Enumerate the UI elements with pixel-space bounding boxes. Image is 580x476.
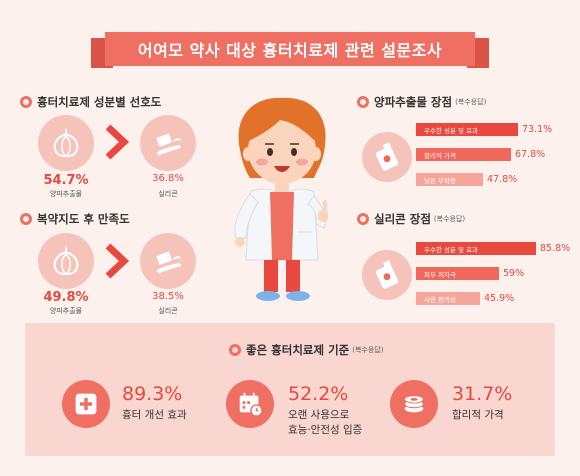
coins-icon xyxy=(390,380,438,428)
satisfaction-heading-text: 복약지도 후 만족도 xyxy=(37,212,130,226)
silicone-circle xyxy=(140,233,196,289)
silicone-merits-bar: 피부 저자극 xyxy=(416,267,499,280)
standard-2-label-line2: 효능·안전성 입증 xyxy=(288,424,363,436)
onion-merits-bar-row: 낮은 부작용 47.8% xyxy=(416,173,517,186)
silicone-merits-note: (복수응답) xyxy=(433,215,466,223)
onion-circle xyxy=(38,233,94,289)
silicone-product-circle xyxy=(362,250,412,300)
onion-merits-bar-row: 우수한 성분 및 효과 73.1% xyxy=(416,123,552,136)
bar-value: 85.8% xyxy=(540,243,571,254)
standard-1-label: 흉터 개선 효과 xyxy=(122,409,187,421)
silicone-circle xyxy=(140,115,196,171)
bar-value: 59% xyxy=(503,268,525,279)
standards-heading: 좋은 흉터치료제 기준 (복수응답) xyxy=(229,342,383,358)
bar-label: 피부 저자극 xyxy=(424,270,456,279)
satisfaction-onion-caption: 양파추출물 xyxy=(49,307,83,315)
standard-2-label-line1: 오랜 사용으로 xyxy=(288,409,350,421)
satisfaction-silicone-value: 38.5% xyxy=(152,291,184,302)
bar-value: 45.9% xyxy=(484,293,515,304)
satisfaction-onion-value: 49.8% xyxy=(43,290,89,305)
banner-background xyxy=(105,32,475,66)
silicone-merits-bar: 사용 편의성 xyxy=(416,292,480,305)
silicone-merits-bar-row: 사용 편의성 45.9% xyxy=(416,292,514,305)
standard-3-percent: 31.7% xyxy=(452,383,513,405)
bar-label: 사용 편의성 xyxy=(424,295,456,304)
chevron-right-icon xyxy=(105,243,130,279)
standard-3-label: 합리적 가격 xyxy=(452,409,504,421)
satisfaction-heading: 복약지도 후 만족도 xyxy=(20,211,130,227)
bar-value: 67.8% xyxy=(515,149,546,160)
satisfaction-silicone-caption: 실리콘 xyxy=(158,307,178,315)
silicone-merits-bar-row: 우수한 성분 및 효과 85.8% xyxy=(416,242,570,255)
standards-heading-text: 좋은 흉터치료제 기준 xyxy=(246,343,350,357)
bar-label: 우수한 성분 및 효과 xyxy=(424,245,479,254)
ring-bullet-icon xyxy=(229,344,241,356)
onion-icon xyxy=(53,127,79,158)
onion-product-circle xyxy=(362,132,412,182)
onion-merits-heading-text: 양파추출물 장점 xyxy=(374,95,453,109)
silicone-merits-bar: 우수한 성분 및 효과 xyxy=(416,242,536,255)
ring-bullet-icon xyxy=(20,96,32,108)
preference-onion-caption: 양파추출물 xyxy=(49,190,83,198)
preference-heading-text: 흉터치료제 성분별 선호도 xyxy=(37,95,162,109)
bar-value: 73.1% xyxy=(522,124,553,135)
standards-note: (복수응답) xyxy=(352,346,384,354)
bar-label: 낮은 부작용 xyxy=(424,176,456,185)
preference-silicone-caption: 실리콘 xyxy=(158,190,178,198)
ointment-tube-icon xyxy=(375,260,399,289)
bar-value: 47.8% xyxy=(487,174,518,185)
silicone-gel-icon xyxy=(156,133,182,156)
silicone-merits-heading-text: 실리콘 장점 xyxy=(374,212,431,226)
onion-merits-bar: 합리적 가격 xyxy=(416,148,511,161)
onion-merits-bar: 우수한 성분 및 효과 xyxy=(416,123,518,136)
chevron-right-icon xyxy=(105,124,130,160)
medical-cross-icon xyxy=(62,380,110,428)
bar-label: 우수한 성분 및 효과 xyxy=(424,126,479,135)
onion-merits-bar: 낮은 부작용 xyxy=(416,173,483,186)
bar-label: 합리적 가격 xyxy=(424,151,456,160)
ring-bullet-icon xyxy=(357,213,369,225)
page-title: 어여모 약사 대상 흉터치료제 관련 설문조사 xyxy=(137,41,443,60)
ointment-tube-icon xyxy=(375,142,399,171)
ring-bullet-icon xyxy=(357,96,369,108)
silicone-merits-bar-row: 피부 저자극 59% xyxy=(416,267,524,280)
title-banner: 어여모 약사 대상 흉터치료제 관련 설문조사 xyxy=(91,32,489,68)
onion-icon xyxy=(53,245,79,276)
preference-onion-value: 54.7% xyxy=(43,173,89,188)
standards-panel xyxy=(25,323,555,456)
preference-silicone-value: 36.8% xyxy=(152,173,184,184)
pharmacist-illustration xyxy=(234,97,328,301)
ring-bullet-icon xyxy=(20,213,32,225)
onion-circle xyxy=(38,115,94,171)
silicone-gel-icon xyxy=(156,251,182,274)
silicone-merits-heading: 실리콘 장점 (복수응답) xyxy=(357,211,465,227)
calendar-clock-icon xyxy=(226,380,274,428)
onion-merits-bar-row: 합리적 가격 67.8% xyxy=(416,148,545,161)
onion-merits-heading: 양파추출물 장점 (복수응답) xyxy=(357,94,486,110)
preference-heading: 흉터치료제 성분별 선호도 xyxy=(20,94,161,110)
onion-merits-note: (복수응답) xyxy=(455,98,487,106)
standard-1-percent: 89.3% xyxy=(122,383,183,405)
standard-2-percent: 52.2% xyxy=(288,383,349,405)
